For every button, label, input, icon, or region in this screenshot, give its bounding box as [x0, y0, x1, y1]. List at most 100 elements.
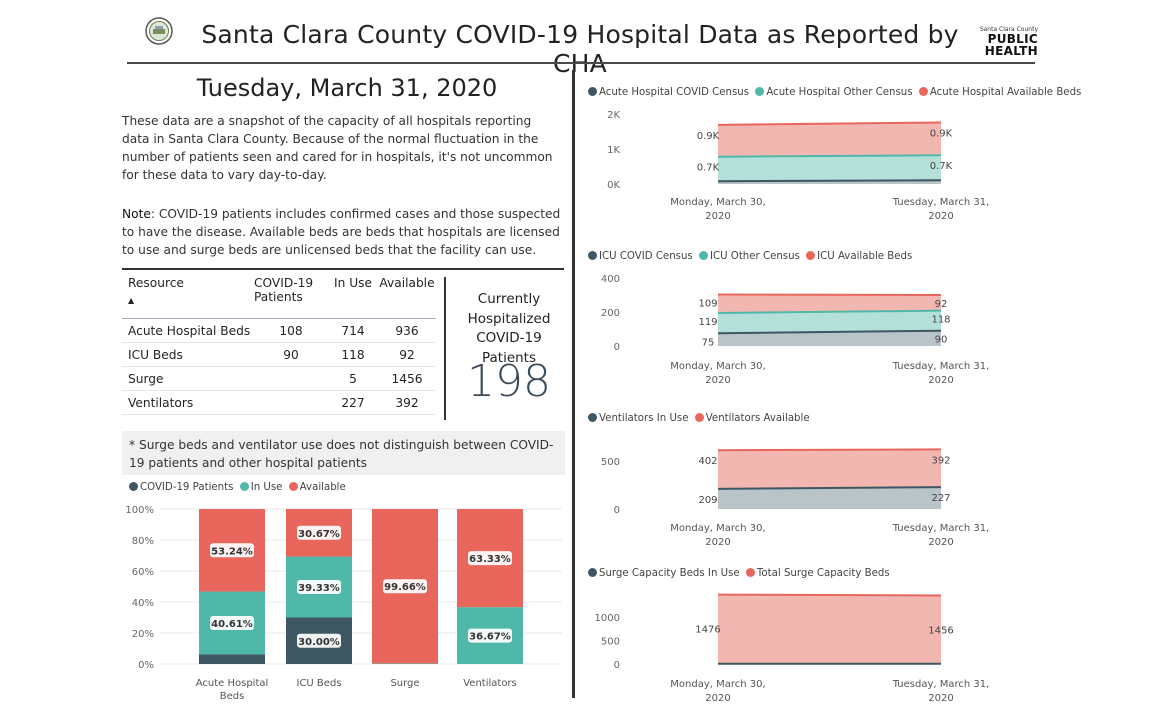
series-line: [717, 154, 942, 158]
data-label: 90: [935, 335, 948, 346]
table-kpi-divider: [444, 277, 446, 420]
x-tick-label: 2020: [928, 537, 953, 548]
data-label: 209: [698, 495, 717, 506]
column-header-resource[interactable]: Resource ▲: [122, 276, 254, 319]
column-header-available[interactable]: Available: [378, 276, 436, 319]
series-line: [717, 309, 942, 315]
x-tick-label: 2020: [705, 693, 730, 704]
legend-item[interactable]: Surge Capacity Beds In Use: [588, 568, 740, 579]
x-tick-label: Monday, March 30,: [670, 361, 765, 372]
icu-chart-legend: ICU COVID Census ICU Other Census ICU Av…: [588, 251, 915, 262]
legend-item[interactable]: Acute Hospital Other Census: [755, 87, 913, 98]
data-label: 30.67%: [298, 529, 340, 540]
x-tick-label: Monday, March 30,: [670, 523, 765, 534]
data-label: 40.61%: [211, 619, 253, 630]
legend-item[interactable]: Available: [288, 482, 346, 493]
cell-available: 92: [378, 342, 436, 367]
icu-area-chart: 0 200 400 75 90 119 118 109 92 Monday, March 30, 2…: [601, 274, 990, 386]
data-label-bg: [468, 551, 512, 566]
legend-item[interactable]: In Use: [239, 482, 282, 493]
data-label: 0.7K: [697, 163, 720, 174]
cell-resource: ICU Beds: [122, 342, 254, 367]
cell-covid: 108: [254, 318, 328, 343]
x-tick-label: Monday, March 30,: [670, 679, 765, 690]
legend-item[interactable]: Ventilators Available: [694, 413, 810, 424]
column-divider: [572, 70, 575, 698]
data-label-bg: [210, 543, 254, 558]
data-label-bg: [468, 628, 512, 643]
cell-resource: Surge: [122, 366, 254, 391]
x-tick-label: Tuesday, March 31,: [892, 523, 990, 534]
x-tick-label: 2020: [705, 537, 730, 548]
x-tick-label: 2020: [705, 211, 730, 222]
y-tick-label: 500: [601, 457, 620, 468]
legend-item[interactable]: Acute Hospital Available Beds: [918, 87, 1081, 98]
cell-covid: [254, 366, 328, 391]
y-tick-label: 500: [601, 637, 620, 648]
cell-available: 392: [378, 390, 436, 415]
surge-area-chart: 0 500 1000 1476 1456 Monday, March 30, 2020 Tue…: [595, 593, 990, 704]
legend-item[interactable]: ICU Other Census: [698, 251, 800, 262]
x-tick-label: 2020: [928, 211, 953, 222]
y-tick-label: 200: [601, 308, 620, 319]
series-line: [717, 179, 942, 183]
legend-item[interactable]: ICU COVID Census: [588, 251, 693, 262]
series-line: [717, 448, 942, 452]
footnote-text: * Surge beds and ventilator use does not…: [129, 438, 554, 470]
area-band: [718, 449, 941, 489]
column-header-in-use[interactable]: In Use: [328, 276, 378, 319]
county-seal-logo: [145, 17, 173, 45]
note-label: Note: [122, 207, 151, 221]
series-line: [717, 486, 942, 490]
column-header-covid[interactable]: COVID-19 Patients: [254, 276, 328, 319]
data-label: 0.9K: [697, 131, 720, 142]
data-label-bg: [210, 615, 254, 630]
cell-resource: Acute Hospital Beds: [122, 318, 254, 343]
table-row: ICU Beds 90 118 92: [122, 342, 436, 367]
x-tick-label: Tuesday, March 31,: [892, 361, 990, 372]
data-label: 39.33%: [298, 583, 340, 594]
data-label: 99.66%: [384, 582, 426, 593]
area-band: [718, 487, 941, 509]
data-label: 36.67%: [469, 632, 511, 643]
sort-ascending-icon[interactable]: ▲: [128, 296, 135, 305]
data-label: 0.9K: [930, 128, 953, 139]
cell-in-use: 5: [328, 366, 378, 391]
y-tick-label: 400: [601, 274, 620, 285]
x-tick-label: Ventilators: [463, 678, 517, 689]
y-tick-label: 60%: [132, 567, 154, 578]
table-row: Ventilators 227 392: [122, 390, 436, 415]
stacked-bar-chart: 0% 20% 40% 60% 80% 100% 40.61% 53.24% Acute Hosp…: [125, 505, 562, 702]
legend-item[interactable]: COVID-19 Patients: [129, 482, 233, 493]
note-paragraph: Note: COVID-19 patients includes confirm…: [122, 205, 562, 259]
x-tick-label: ICU Beds: [297, 678, 342, 689]
y-tick-label: 0: [614, 505, 620, 516]
series-line: [717, 293, 942, 296]
y-tick-label: 2K: [607, 110, 620, 121]
resource-table: Resource ▲ COVID-19 Patients In Use Avail…: [122, 276, 436, 415]
cell-resource: Ventilators: [122, 390, 254, 415]
legend-item[interactable]: ICU Available Beds: [806, 251, 912, 262]
y-tick-label: 1000: [595, 613, 620, 624]
legend-item[interactable]: Acute Hospital COVID Census: [588, 87, 749, 98]
data-label: 63.33%: [469, 554, 511, 565]
ventilator-area-chart: 0 500 209 227 402 392 Monday, March 30, 2020 Tue…: [601, 448, 990, 548]
data-label: 53.24%: [211, 546, 253, 557]
cell-in-use: 118: [328, 342, 378, 367]
y-tick-label: 0: [614, 660, 620, 671]
report-date: Tuesday, March 31, 2020: [196, 74, 498, 102]
cell-in-use: 227: [328, 390, 378, 415]
legend-item[interactable]: Total Surge Capacity Beds: [745, 568, 890, 579]
table-top-rule: [122, 268, 564, 270]
data-label: 109: [698, 298, 717, 309]
x-tick-label: Surge: [390, 678, 419, 689]
x-tick-label: 2020: [705, 375, 730, 386]
area-band: [718, 594, 941, 664]
series-line: [717, 121, 942, 126]
data-label: 119: [698, 317, 717, 328]
footnote-box: [122, 431, 565, 475]
data-label: 92: [935, 299, 948, 310]
x-tick-label: Tuesday, March 31,: [892, 679, 990, 690]
data-label-bg: [383, 579, 427, 594]
legend-item[interactable]: Ventilators In Use: [588, 413, 689, 424]
